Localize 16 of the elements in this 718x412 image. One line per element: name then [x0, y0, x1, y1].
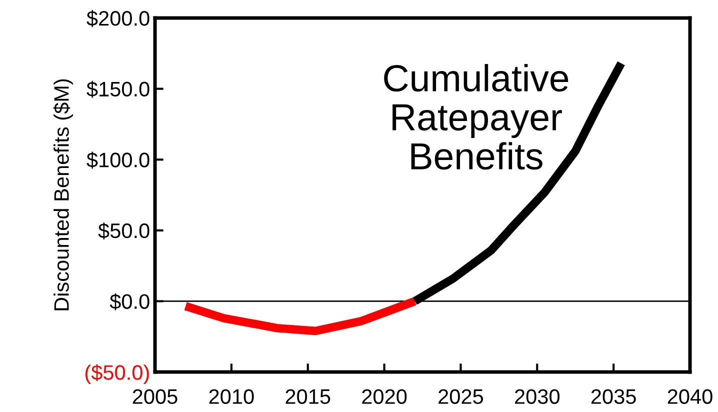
x-tick-label: 2035 [591, 389, 636, 404]
x-tick-label: 2030 [515, 389, 560, 404]
x-tick-label: 2040 [668, 389, 712, 404]
y-axis-title: Discounted Benefits ($M) [53, 79, 74, 310]
x-tick-label: 2015 [286, 389, 330, 404]
y-tick-label: ($50.0) [85, 364, 149, 384]
annotation: Cumulative Ratepayer Benefits [384, 64, 568, 170]
y-tick-label: $50.0 [98, 222, 150, 240]
x-tick-label: 2020 [362, 389, 407, 404]
y-tick-label: $200.0 [86, 10, 150, 27]
y-tick-label: $150.0 [86, 80, 150, 98]
x-tick-label: 2010 [209, 389, 254, 404]
y-tick-label: $100.0 [86, 152, 150, 169]
x-tick-label: 2025 [438, 389, 484, 404]
y-tick-label: $0.0 [110, 293, 150, 310]
x-tick-label: 2005 [132, 389, 178, 404]
